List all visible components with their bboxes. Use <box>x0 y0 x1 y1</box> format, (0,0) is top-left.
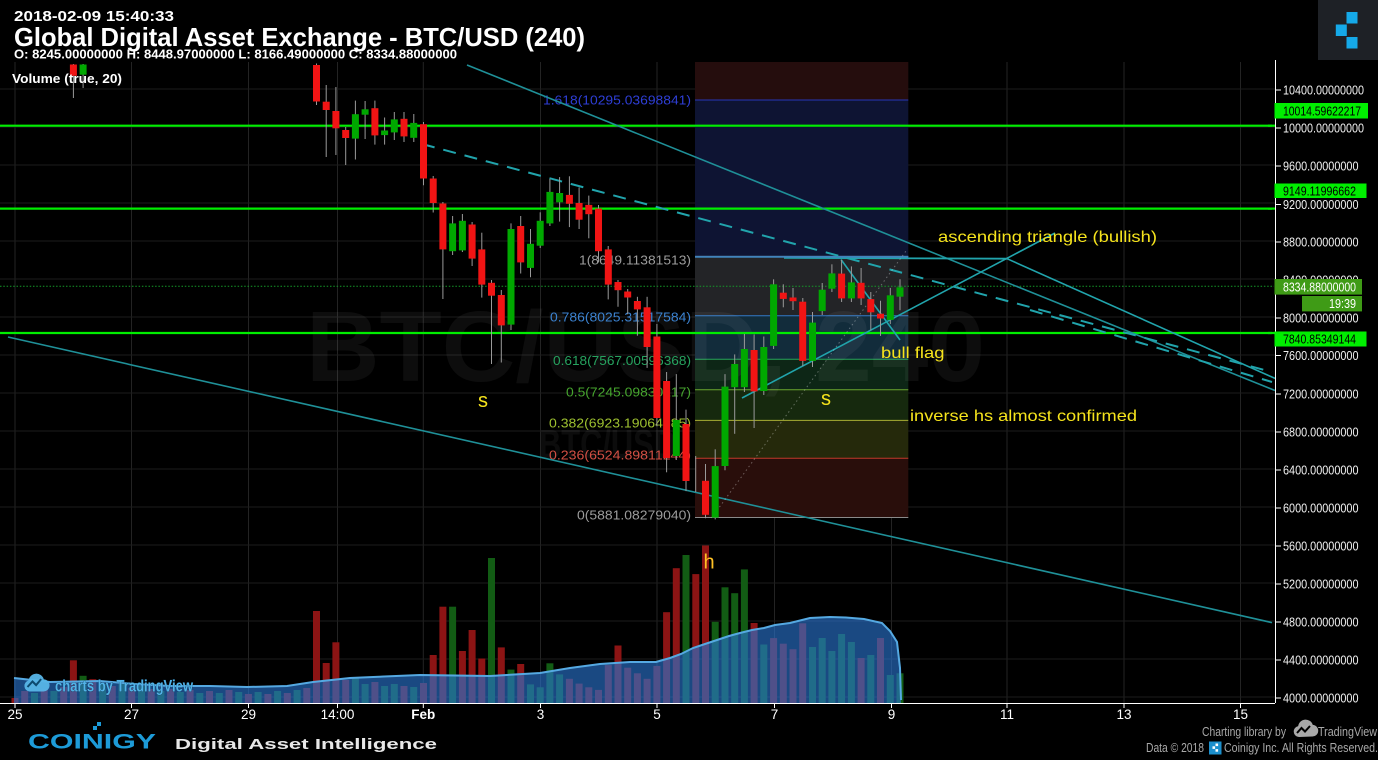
svg-text:14:00: 14:00 <box>321 707 355 722</box>
svg-text:bull flag: bull flag <box>881 345 945 362</box>
svg-text:9149.11996662: 9149.11996662 <box>1283 183 1356 198</box>
svg-text:h: h <box>704 552 715 574</box>
svg-text:2018-02-09 15:40:33: 2018-02-09 15:40:33 <box>14 8 174 25</box>
svg-text:10000.00000000: 10000.00000000 <box>1283 121 1364 136</box>
svg-text:0(5881.08279040): 0(5881.08279040) <box>577 508 691 523</box>
svg-text:0.236(6524.89811244): 0.236(6524.89811244) <box>549 448 691 463</box>
svg-text:Coinigy Inc. All Rights Reserv: Coinigy Inc. All Rights Reserved. <box>1224 740 1378 755</box>
svg-text:7840.85349144: 7840.85349144 <box>1283 332 1356 347</box>
svg-text:7600.00000000: 7600.00000000 <box>1283 348 1359 363</box>
svg-text:s: s <box>478 390 488 412</box>
svg-text:0.382(6923.19064185): 0.382(6923.19064185) <box>549 416 691 431</box>
svg-text:inverse hs almost confirmed: inverse hs almost confirmed <box>910 408 1137 425</box>
svg-text:7200.00000000: 7200.00000000 <box>1283 387 1359 402</box>
svg-text:Global Digital Asset Exchange: Global Digital Asset Exchange - BTC/USD … <box>14 22 585 52</box>
svg-text:6000.00000000: 6000.00000000 <box>1283 501 1359 516</box>
svg-text:8800.00000000: 8800.00000000 <box>1283 235 1359 250</box>
svg-text:Volume (true, 20): Volume (true, 20) <box>12 71 122 86</box>
svg-text:9600.00000000: 9600.00000000 <box>1283 159 1359 174</box>
svg-text:Data © 2018: Data © 2018 <box>1146 740 1204 755</box>
svg-text:5: 5 <box>653 707 661 722</box>
svg-text:Digital Asset Intelligence: Digital Asset Intelligence <box>175 736 437 753</box>
svg-text:29: 29 <box>241 707 256 722</box>
svg-text:9: 9 <box>888 707 896 722</box>
svg-text:3: 3 <box>537 707 545 722</box>
svg-text:Charting library by: Charting library by <box>1202 724 1286 739</box>
svg-text:O: 8245.00000000 H: 8448.97000: O: 8245.00000000 H: 8448.97000000 L: 816… <box>14 47 457 62</box>
svg-text:6400.00000000: 6400.00000000 <box>1283 463 1359 478</box>
svg-text:10014.59622217: 10014.59622217 <box>1283 103 1361 118</box>
svg-text:11: 11 <box>1000 707 1014 722</box>
svg-text:s: s <box>821 388 831 410</box>
svg-text:4800.00000000: 4800.00000000 <box>1283 615 1359 630</box>
svg-text:COINIGY: COINIGY <box>28 731 156 754</box>
svg-text:4000.00000000: 4000.00000000 <box>1283 691 1359 706</box>
svg-text:6800.00000000: 6800.00000000 <box>1283 425 1359 440</box>
svg-text:13: 13 <box>1116 707 1131 722</box>
svg-text:8334.88000000: 8334.88000000 <box>1283 279 1356 294</box>
svg-text:25: 25 <box>7 707 22 722</box>
svg-text:charts by TradingView: charts by TradingView <box>55 677 194 696</box>
svg-text:5600.00000000: 5600.00000000 <box>1283 539 1359 554</box>
svg-text:7: 7 <box>771 707 779 722</box>
svg-text:1(8649.11381513): 1(8649.11381513) <box>579 253 691 268</box>
svg-text:5200.00000000: 5200.00000000 <box>1283 577 1359 592</box>
svg-text:10400.00000000: 10400.00000000 <box>1283 83 1364 98</box>
svg-text:19:39: 19:39 <box>1329 296 1356 311</box>
svg-text:8000.00000000: 8000.00000000 <box>1283 311 1359 326</box>
svg-text:BTC/USD: BTC/USD <box>539 421 676 467</box>
svg-text:1.618(10295.03698841): 1.618(10295.03698841) <box>543 93 691 108</box>
svg-text:9200.00000000: 9200.00000000 <box>1283 197 1359 212</box>
svg-text:4400.00000000: 4400.00000000 <box>1283 653 1359 668</box>
svg-text:15: 15 <box>1233 707 1248 722</box>
svg-text:27: 27 <box>124 707 139 722</box>
svg-text:Feb: Feb <box>411 707 435 722</box>
svg-text:0.618(7567.00596368): 0.618(7567.00596368) <box>553 353 691 368</box>
svg-text:ascending triangle (bullish): ascending triangle (bullish) <box>938 229 1157 246</box>
svg-text:TradingView: TradingView <box>1318 724 1377 739</box>
svg-text:0.5(7245.09830217): 0.5(7245.09830217) <box>566 385 691 400</box>
svg-text:0.786(8025.31517584): 0.786(8025.31517584) <box>550 310 691 325</box>
